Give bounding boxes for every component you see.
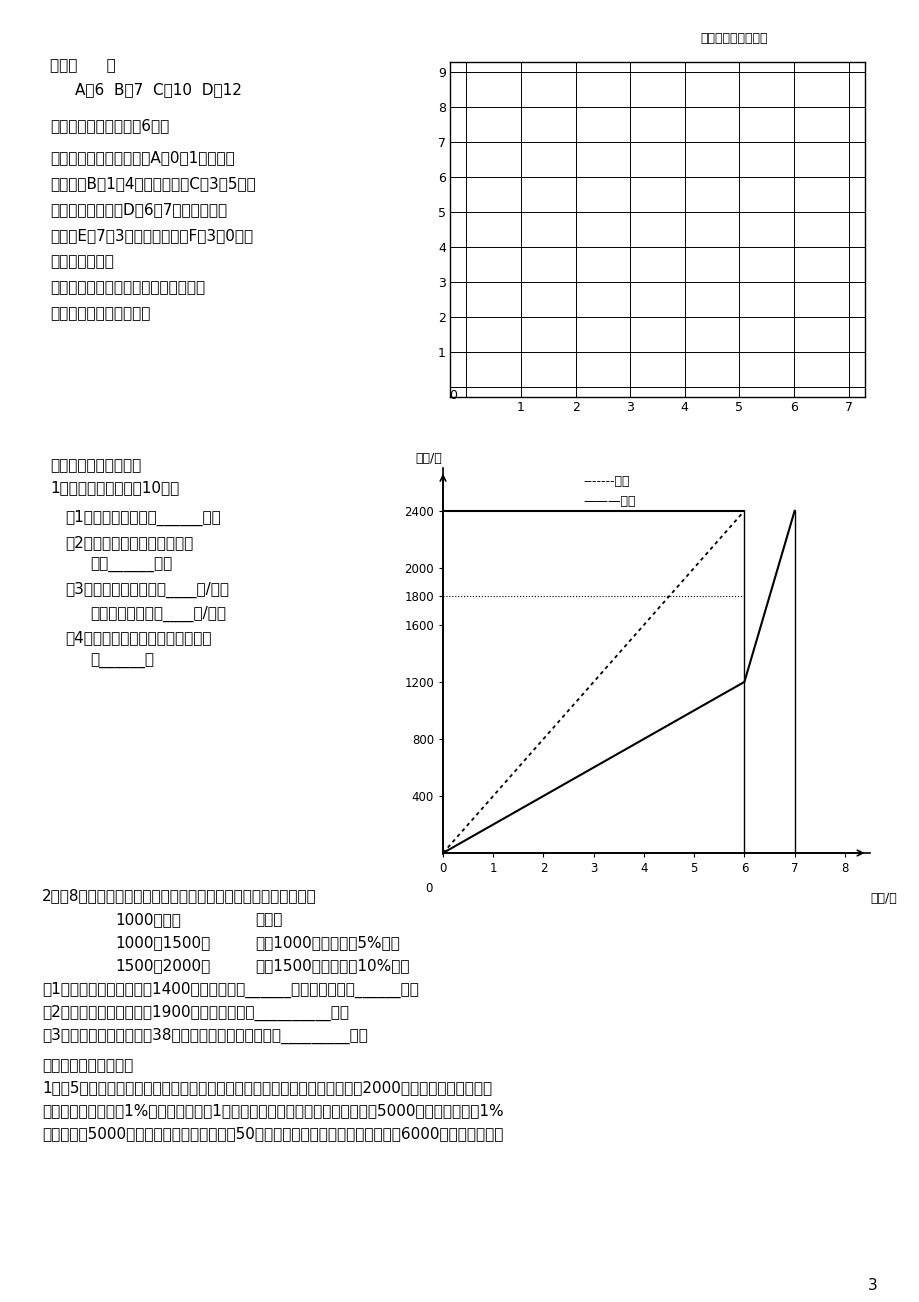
Text: -------小刚: -------小刚 — [583, 475, 630, 488]
Text: 小文的平均速度是____米/分；: 小文的平均速度是____米/分； — [90, 605, 226, 622]
Text: 加油！有志者事竟成: 加油！有志者事竟成 — [699, 33, 766, 46]
Text: （3）小刚的平均速度是____米/分，: （3）小刚的平均速度是____米/分， — [65, 582, 229, 598]
Text: 四、读一读、填一填：: 四、读一读、填一填： — [50, 458, 142, 473]
Text: 3: 3 — [867, 1279, 877, 1293]
Text: 五、读一读、算一算：: 五、读一读、算一算： — [42, 1059, 133, 1073]
Text: 0: 0 — [425, 881, 433, 894]
Text: （3）小刚的爸爸每月纳税38元，则小刚爸爸的月收入为_________元。: （3）小刚的爸爸每月纳税38元，则小刚爸爸的月收入为_________元。 — [42, 1029, 368, 1044]
Text: 数为（      ）: 数为（ ） — [50, 59, 116, 73]
Text: （1）小刚跑完全程用______分；: （1）小刚跑完全程用______分； — [65, 510, 221, 526]
Text: 1、看图回答问题：（10分）: 1、看图回答问题：（10分） — [50, 480, 179, 495]
Text: 1000～1500元: 1000～1500元 — [115, 935, 210, 950]
Text: 不纳税: 不纳税 — [255, 911, 282, 927]
Text: 并画出邮递员的路线图。: 并画出邮递员的路线图。 — [50, 306, 150, 322]
Text: 0: 0 — [448, 389, 456, 402]
Text: 1000元以内: 1000元以内 — [115, 911, 181, 927]
Text: ———小文: ———小文 — [583, 495, 635, 508]
Text: A、6  B、7  C、10  D、12: A、6 B、7 C、10 D、12 — [75, 82, 242, 98]
Text: 费规定，每笔汇款按1%收费，最低汇费1元；银行规定是：未开户的个人汇款，5000元以内的汇款按1%: 费规定，每笔汇款按1%收费，最低汇费1元；银行规定是：未开户的个人汇款，5000… — [42, 1103, 503, 1118]
Text: 1、（5分）要把一笔钱寄给别人，可以从邮局汇款，也可以从银行汇款。根据2000年邮电部公布的邮政汇: 1、（5分）要把一笔钱寄给别人，可以从邮局汇款，也可以从银行汇款。根据2000年… — [42, 1079, 492, 1095]
Text: 收取汇费，5000元以上的汇款每笔统一收费50元。郝老师想给远方的希望小学汇款6000元，他没有在银: 收取汇费，5000元以上的汇款每笔统一收费50元。郝老师想给远方的希望小学汇款6… — [42, 1126, 503, 1141]
Text: 先到小区B（1，4），又经学校C（3，5），: 先到小区B（1，4），又经学校C（3，5）， — [50, 176, 255, 191]
Text: 一超市E（7，3），又到教育局F（3，0），: 一超市E（7，3），又到教育局F（3，0）， — [50, 228, 253, 243]
Text: 是______。: 是______。 — [90, 654, 153, 669]
Text: 又到一家文教商店D（6，7），然后又到: 又到一家文教商店D（6，7），然后又到 — [50, 202, 227, 217]
Text: （2）小刚到终点后，小文距离: （2）小刚到终点后，小文距离 — [65, 535, 193, 549]
Text: 一名邮递员每天都从邮局A（0，1）出发，: 一名邮递员每天都从邮局A（0，1）出发， — [50, 150, 234, 165]
Text: 2、（8分）按规定个人收入达到一定数额时要纳税，具体方法为：: 2、（8分）按规定个人收入达到一定数额时要纳税，具体方法为： — [42, 888, 316, 904]
Text: 最后回到邮局。: 最后回到邮局。 — [50, 254, 114, 270]
Text: 路程/米: 路程/米 — [414, 452, 442, 465]
Text: （2）小青妈妈的月收入为1900元，则她应纳税__________元。: （2）小青妈妈的月收入为1900元，则她应纳税__________元。 — [42, 1005, 348, 1021]
Text: （1）云云爸爸的月收入为1400元，他应纳税______元，实领工资为______元。: （1）云云爸爸的月收入为1400元，他应纳税______元，实领工资为_____… — [42, 982, 418, 999]
Text: 1500～2000元: 1500～2000元 — [115, 958, 210, 973]
Text: 终点______米；: 终点______米； — [90, 559, 172, 573]
Text: 超出1000元的部分按5%纳税: 超出1000元的部分按5%纳税 — [255, 935, 400, 950]
Text: 超出1500元的部分按10%纳税: 超出1500元的部分按10%纳税 — [255, 958, 409, 973]
Text: （4）从出发到终点，先慢后快的人: （4）从出发到终点，先慢后快的人 — [65, 630, 211, 644]
Text: 三、描一描，连一连（6分）: 三、描一描，连一连（6分） — [50, 118, 169, 133]
Text: 请你在右图中用字母标出相应的位置，: 请你在右图中用字母标出相应的位置， — [50, 280, 205, 296]
Text: 时间/分: 时间/分 — [869, 892, 896, 905]
